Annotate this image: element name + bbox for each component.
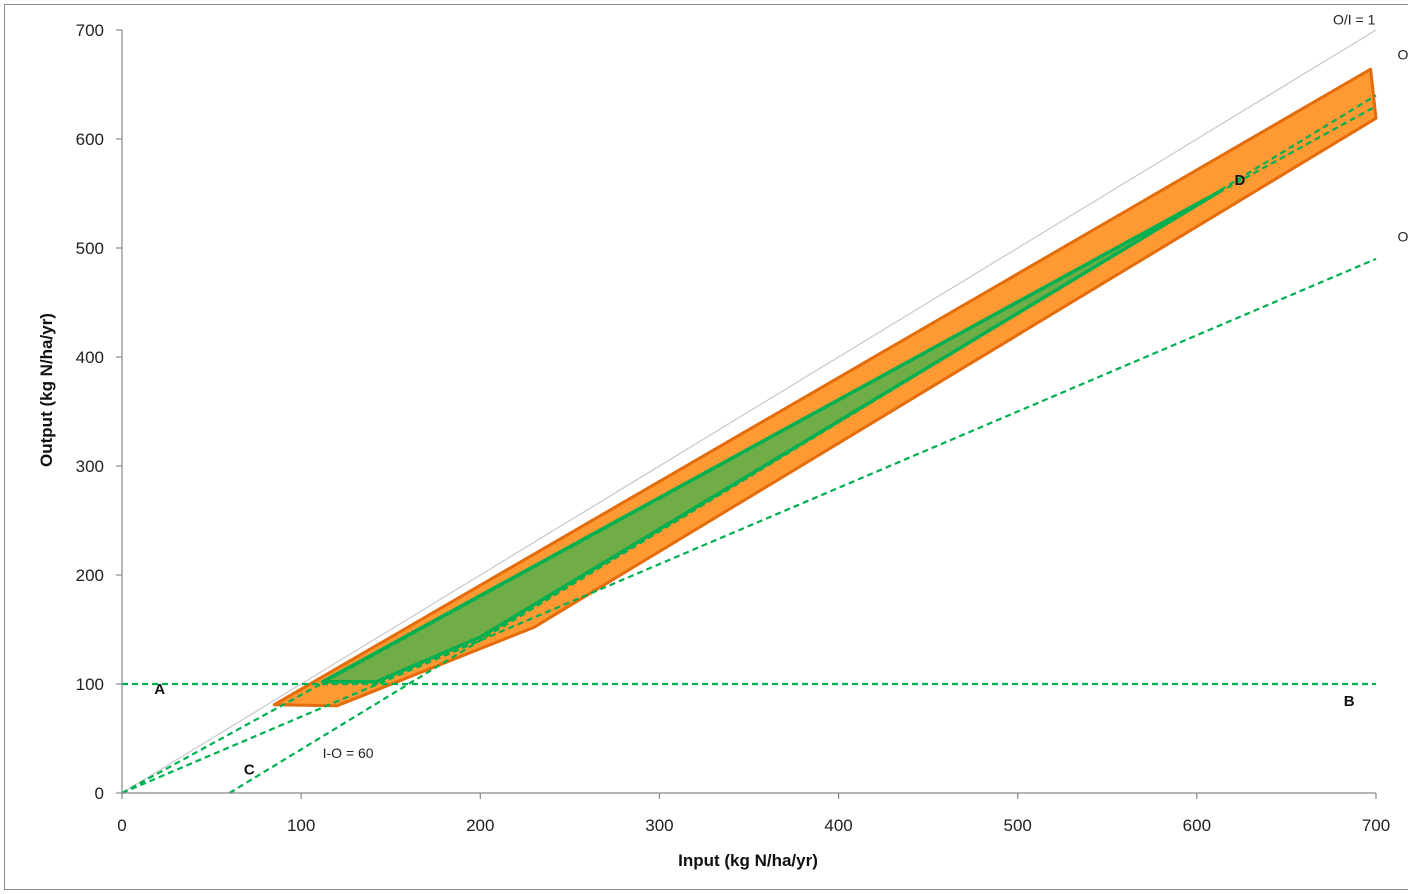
x-tick-label: 100 (287, 816, 315, 835)
point-label-b: B (1344, 693, 1355, 710)
point-label-c: C (244, 761, 255, 778)
areas-layer (272, 67, 1378, 708)
lines-layer (122, 29, 1377, 795)
x-tick-label: 700 (1362, 816, 1390, 835)
orange-area (272, 67, 1378, 708)
reference-line-2 (122, 257, 1377, 795)
x-tick-label: 400 (824, 816, 852, 835)
line-label: I-O = 60 (323, 745, 374, 761)
y-axis-title: Output (kg N/ha/yr) (37, 313, 56, 467)
line-label: O/I = 0.7 (1397, 228, 1408, 244)
x-tick-label: 0 (117, 816, 126, 835)
reference-line-1 (122, 105, 1377, 794)
reference-line-3 (228, 94, 1377, 794)
y-tick-label: 400 (76, 348, 104, 367)
y-tick-label: 0 (95, 784, 104, 803)
y-tick-label: 600 (76, 130, 104, 149)
x-tick-label: 600 (1183, 816, 1211, 835)
labels-layer: O/I = 1 O/I = 0.9 O/I = 0.7 I-O = 60 A B C D (154, 12, 1408, 779)
y-tick-label: 100 (76, 675, 104, 694)
x-tick-label: 200 (466, 816, 494, 835)
y-tick-label: 200 (76, 566, 104, 585)
line-label: O/I = 0.9 (1397, 46, 1408, 62)
y-tick-label: 300 (76, 457, 104, 476)
line-label: O/I = 1 (1333, 12, 1376, 28)
y-tick-label: 700 (76, 21, 104, 40)
x-axis-title: Input (kg N/ha/yr) (678, 851, 818, 870)
x-tick-label: 500 (1004, 816, 1032, 835)
axes-layer: 0 100 200 300 400 500 600 700 0 100 200 300 400 500 60… (76, 21, 1391, 835)
reference-line-0 (122, 29, 1377, 794)
chart-frame (4, 4, 1408, 890)
point-label-a: A (154, 681, 165, 698)
y-tick-label: 500 (76, 239, 104, 258)
point-label-d: D (1234, 172, 1245, 189)
x-tick-label: 300 (645, 816, 673, 835)
